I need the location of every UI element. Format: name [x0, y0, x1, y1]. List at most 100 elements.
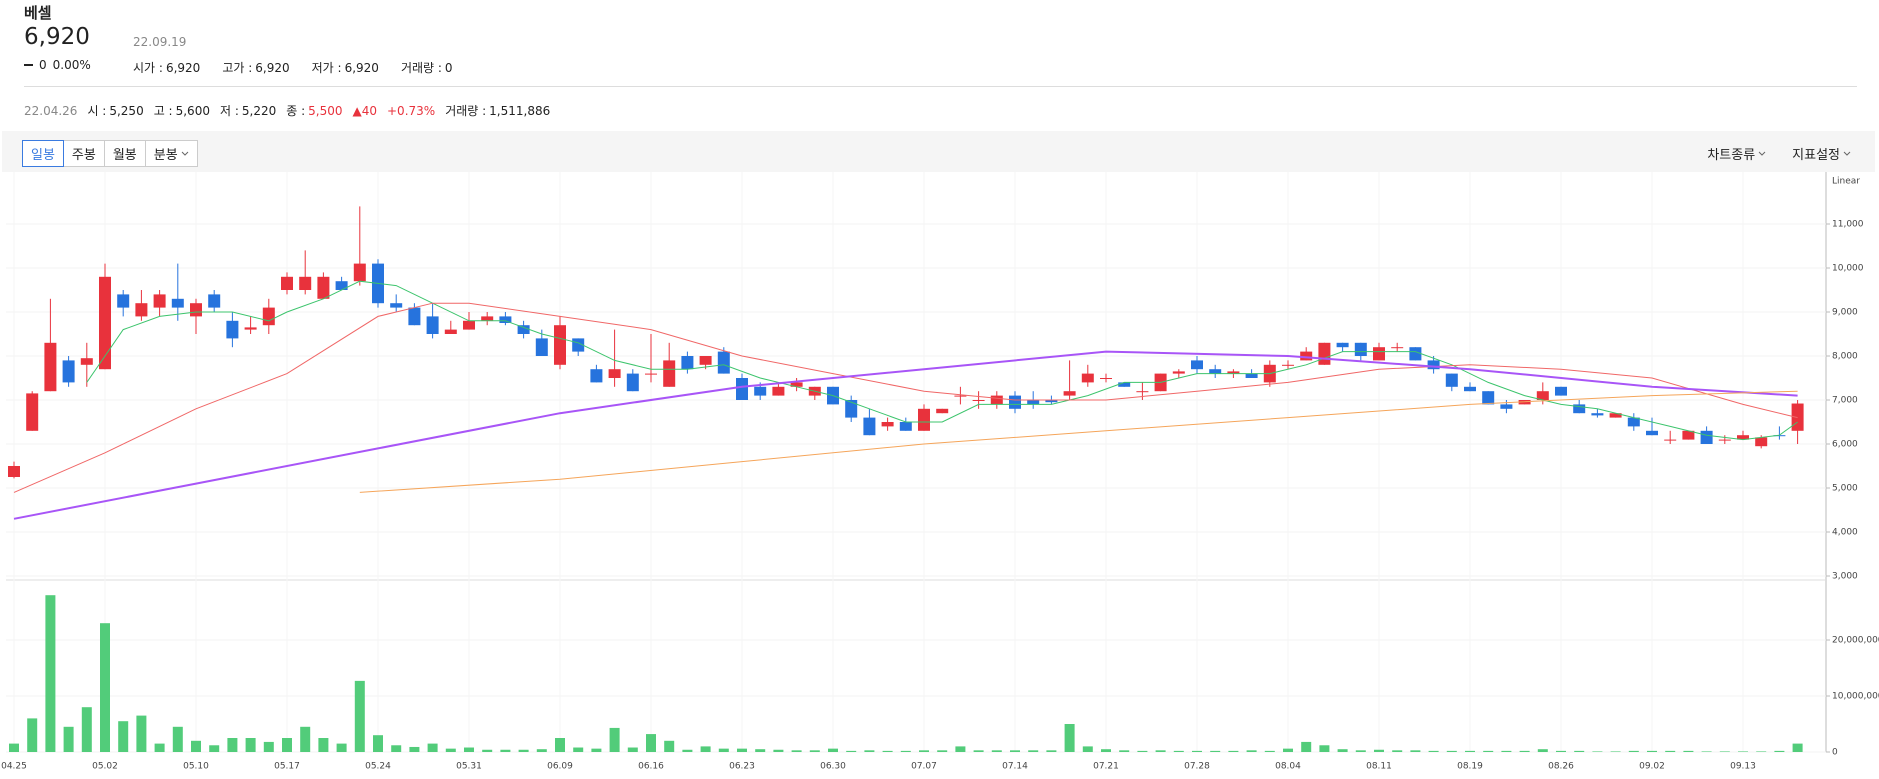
volume-bar — [1246, 750, 1257, 752]
candle-body — [1445, 373, 1458, 387]
candle-body — [1063, 391, 1076, 396]
info-label: 고 : — [153, 104, 173, 118]
candle-body — [1282, 364, 1294, 366]
tab-label: 분봉 — [153, 148, 178, 163]
change-row: 0 0.00% — [24, 58, 91, 72]
candle-body — [171, 298, 184, 308]
period-tab[interactable]: 일봉 — [22, 140, 64, 167]
volume-bar — [318, 738, 329, 752]
stat-label: 시가 : — [133, 61, 163, 75]
info-item: 저 :5,220 — [220, 102, 276, 119]
volume-bar — [1701, 751, 1712, 752]
candle-body — [1591, 413, 1604, 416]
volume-bar — [919, 750, 929, 752]
candle-body — [1191, 360, 1203, 370]
y-tick-label: 7,000 — [1832, 396, 1858, 406]
period-tab[interactable]: 분봉 — [144, 140, 198, 167]
x-tick-label: 06.16 — [638, 762, 664, 772]
volume-bar — [882, 750, 893, 752]
candle-body — [954, 395, 967, 397]
candle-body — [8, 466, 20, 477]
stat-value: 6,920 — [165, 61, 201, 75]
volume-bar — [1210, 750, 1221, 752]
volume-bar — [1082, 746, 1093, 752]
period-tab[interactable]: 주봉 — [62, 140, 105, 167]
candle-body — [554, 325, 566, 365]
x-tick-label: 07.21 — [1093, 762, 1119, 772]
candle-body — [1009, 395, 1021, 409]
x-tick-label: 07.28 — [1184, 762, 1210, 772]
tab-label: 월봉 — [112, 148, 137, 163]
volume-bar — [1628, 750, 1639, 752]
volume-bar — [172, 726, 183, 752]
candle-body — [1136, 391, 1149, 393]
volume-bar — [427, 743, 438, 752]
candle-body — [244, 327, 257, 330]
volume-bar — [464, 747, 474, 752]
volume-bar — [1501, 750, 1512, 752]
quote-date: 22.09.19 — [133, 35, 187, 49]
volume-bar — [573, 747, 584, 752]
menu-button[interactable]: 차트종류 — [1707, 144, 1766, 163]
candle-body — [499, 316, 512, 323]
candle-body — [1627, 417, 1640, 427]
chevron — [181, 151, 189, 156]
candle-body — [190, 303, 202, 317]
candle-body — [1609, 413, 1622, 418]
info-value: 5,220 — [241, 104, 277, 118]
menu-button[interactable]: 지표설정 — [1792, 144, 1851, 163]
volume-bar — [1101, 749, 1111, 752]
candle-body — [990, 395, 1003, 405]
candle-body — [1209, 369, 1222, 374]
menu-label: 지표설정 — [1792, 148, 1840, 163]
volume-bar — [1446, 750, 1457, 752]
candle-body — [408, 307, 421, 326]
x-tick-label: 08.26 — [1548, 762, 1574, 772]
volume-bar — [791, 750, 802, 752]
x-tick-label: 07.14 — [1002, 762, 1028, 772]
candle-body — [99, 276, 111, 370]
current-price: 6,920 — [24, 24, 90, 50]
candle-body — [626, 373, 639, 392]
candle-body — [899, 422, 912, 431]
candle-body — [281, 276, 293, 290]
volume-bar — [282, 738, 292, 752]
volume-bar — [354, 680, 365, 752]
volume-bar — [1301, 741, 1312, 752]
volume-bar — [136, 715, 147, 752]
candle-body — [1172, 371, 1185, 374]
candle-body — [1354, 342, 1367, 356]
volume-bar — [1137, 750, 1148, 752]
volume-bar — [1792, 743, 1803, 752]
volume-bar — [1574, 750, 1585, 752]
volume-bar — [1774, 750, 1785, 752]
volume-bar — [773, 749, 784, 752]
volume-bar — [828, 748, 838, 752]
info-label: 거래량 : — [445, 104, 487, 118]
stat: 저가 :6,920 — [312, 59, 379, 76]
x-tick-label: 04.25 — [1, 762, 27, 772]
candle-body — [645, 373, 657, 375]
stat: 거래량 :0 — [401, 59, 453, 76]
candle-body — [226, 320, 239, 339]
candle-body — [1318, 342, 1331, 365]
candle-body — [535, 338, 548, 356]
volume-bar — [263, 741, 274, 752]
candle-body — [481, 316, 494, 321]
candle-body — [1227, 371, 1240, 374]
flat-icon — [24, 64, 33, 66]
volume-bar — [1537, 749, 1548, 752]
y-tick-label: 9,000 — [1832, 308, 1858, 318]
candle-body — [1300, 351, 1313, 361]
volume-bar — [737, 748, 747, 752]
stat-label: 거래량 : — [400, 61, 442, 75]
volume-bar — [609, 727, 620, 752]
candle-body — [517, 325, 530, 334]
volume-bar — [555, 738, 565, 752]
volume-bar — [627, 747, 638, 752]
candle-body — [44, 342, 57, 392]
x-tick-label: 06.09 — [547, 762, 573, 772]
stat-label: 고가 : — [222, 61, 253, 75]
volume-bar — [1592, 751, 1603, 752]
